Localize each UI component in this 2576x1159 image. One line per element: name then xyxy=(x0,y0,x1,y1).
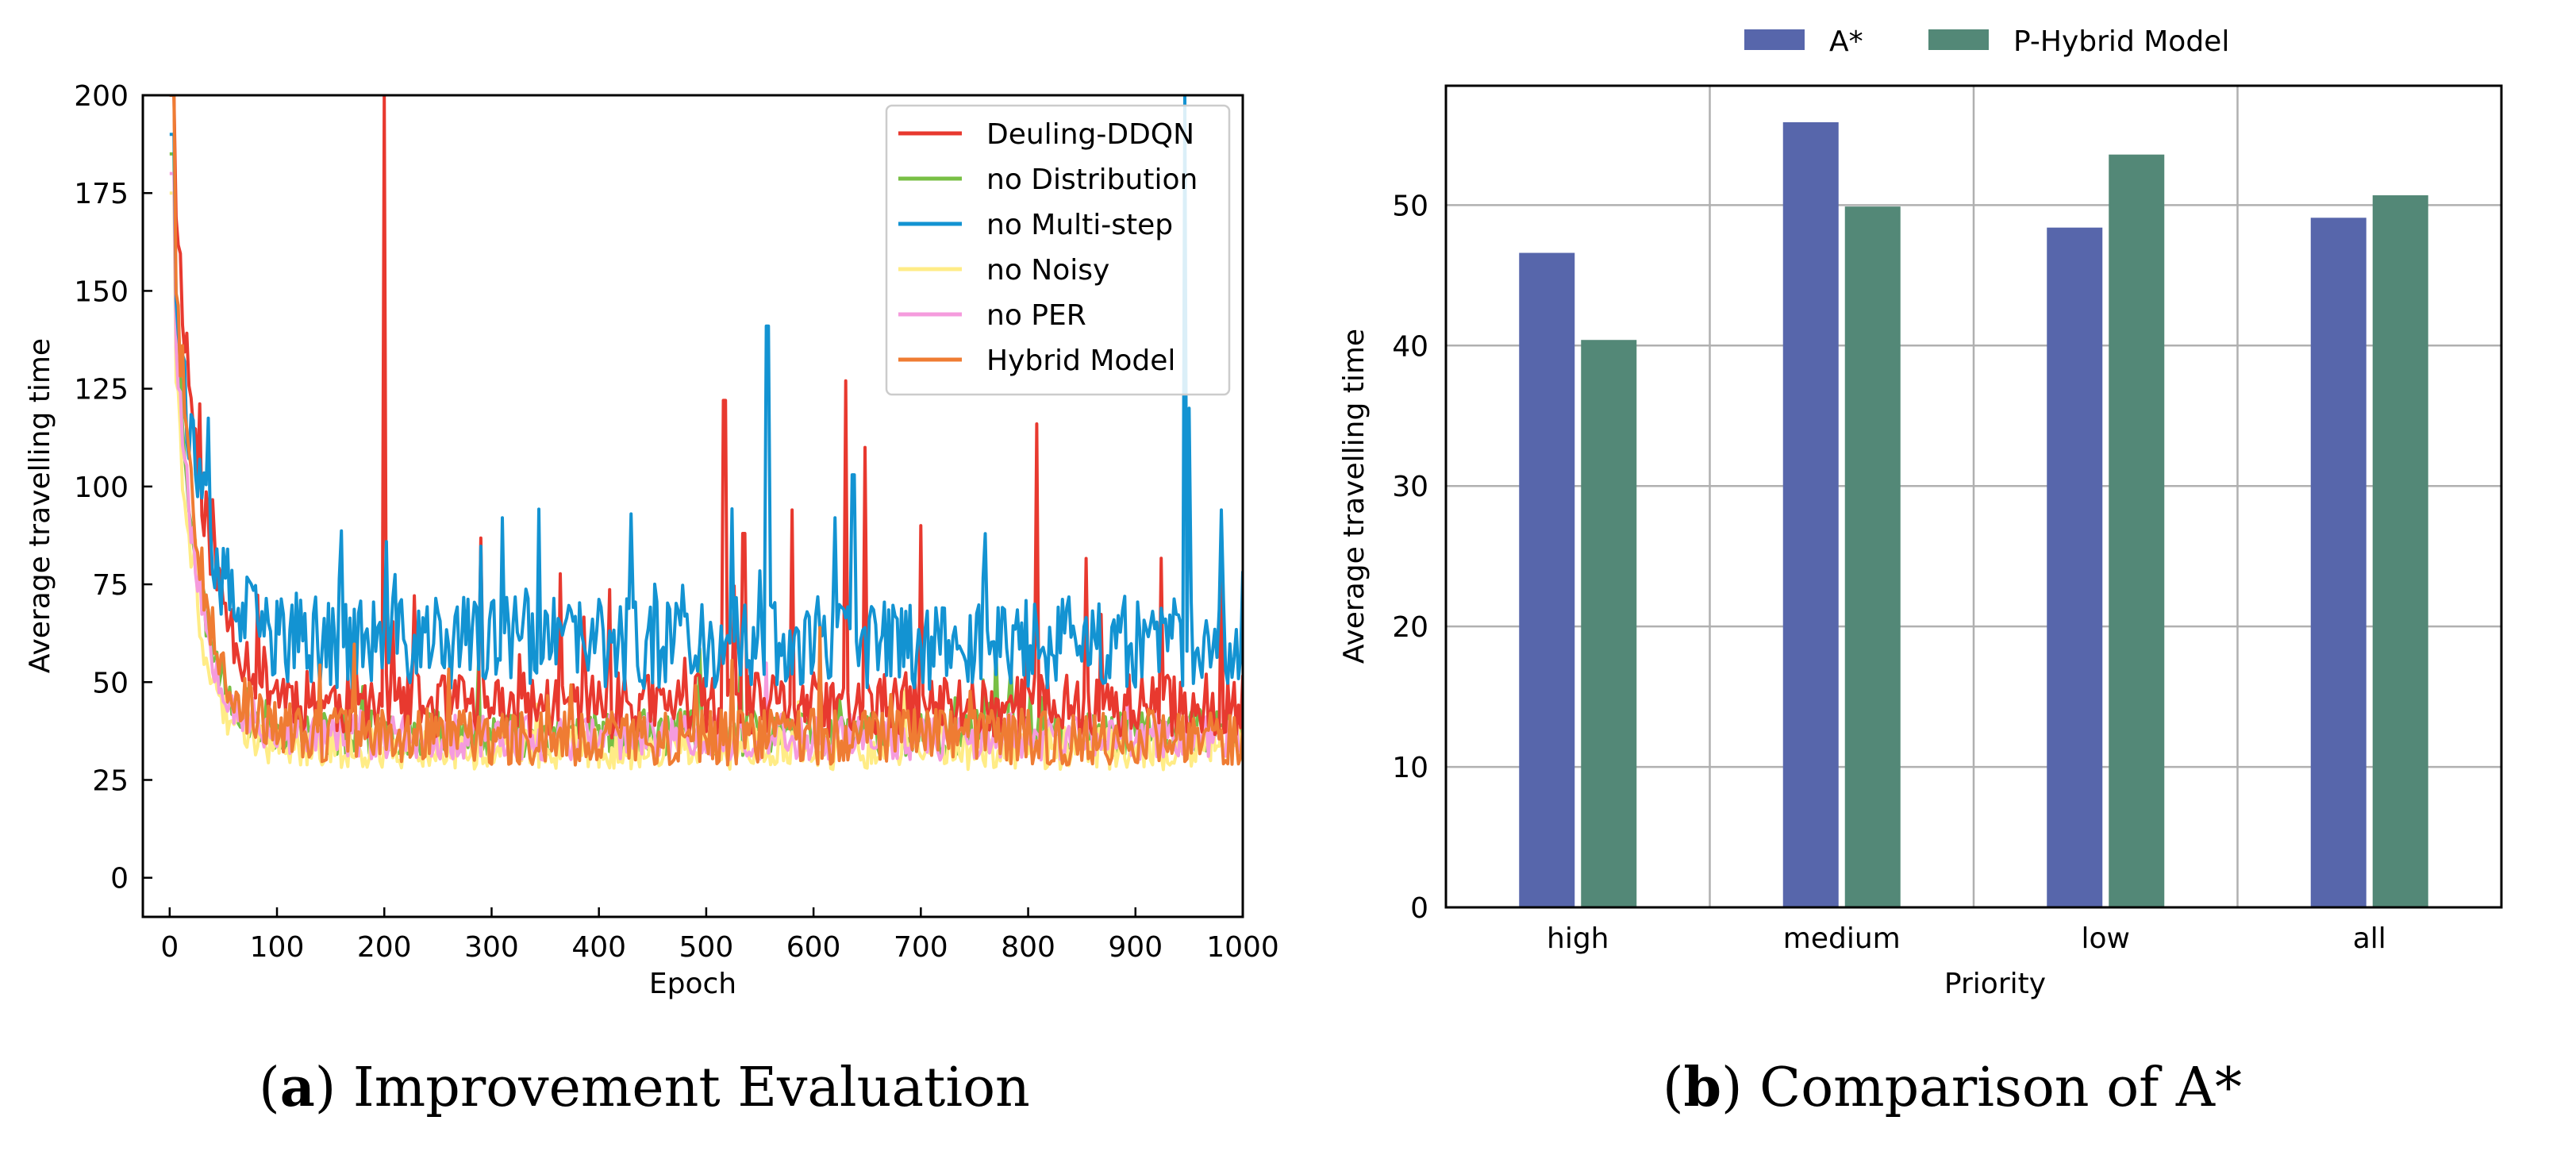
y-axis: 0 10 20 30 40 50 xyxy=(1392,190,1428,925)
x-tick-label: 100 xyxy=(250,931,305,964)
x-tick-label: all xyxy=(2353,922,2386,955)
y-tick-label: 125 xyxy=(74,374,129,406)
series-line-hybrid-model xyxy=(169,95,1243,767)
x-tick-label: 400 xyxy=(571,931,626,964)
y-tick-label: 0 xyxy=(1410,892,1428,925)
y-tick-label: 175 xyxy=(74,178,129,210)
y-tick-label: 25 xyxy=(92,765,129,798)
bar-chart-comparison: high medium low all 0 10 20 30 40 50 Priority Av… xyxy=(1338,25,2503,1000)
legend-label: Hybrid Model xyxy=(986,345,1175,377)
bar-group xyxy=(1519,122,2428,908)
caption-b: (b) Comparison of A* xyxy=(1663,1056,2242,1119)
y-tick-label: 20 xyxy=(1392,611,1428,644)
y-tick-label: 0 xyxy=(110,863,129,895)
line-chart-improvement-evaluation: 0 100 200 300 400 500 600 700 800 900 1000 0 25 50 75… xyxy=(24,80,1279,1000)
x-tick-label: 900 xyxy=(1108,931,1163,964)
legend-label: P-Hybrid Model xyxy=(2013,25,2229,58)
bar-p-hybrid-low xyxy=(2109,154,2165,907)
x-tick-label: 700 xyxy=(894,931,948,964)
y-tick-label: 50 xyxy=(92,667,129,699)
x-tick-label: 800 xyxy=(1001,931,1055,964)
y-tick-label: 200 xyxy=(74,80,129,113)
line-series-group xyxy=(169,95,1243,772)
x-tick-label: 500 xyxy=(679,931,734,964)
legend: A* P-Hybrid Model xyxy=(1744,25,2229,58)
y-axis-label: Average travelling time xyxy=(1338,329,1371,664)
caption-b-text: Comparison of A* xyxy=(1743,1057,2242,1119)
legend-label: A* xyxy=(1829,25,1863,58)
y-tick-label: 75 xyxy=(92,569,129,602)
y-tick-label: 100 xyxy=(74,472,129,504)
y-tick-label: 50 xyxy=(1392,190,1428,222)
x-tick-label: 600 xyxy=(786,931,841,964)
y-tick-label: 10 xyxy=(1392,752,1428,784)
legend-swatch xyxy=(1744,29,1805,50)
x-axis: high medium low all xyxy=(1547,922,2386,955)
legend-label: no Multi-step xyxy=(986,209,1173,241)
legend-label: no Distribution xyxy=(986,164,1198,196)
y-tick-label: 40 xyxy=(1392,330,1428,363)
legend-label: Deuling-DDQN xyxy=(986,118,1194,151)
y-tick-label: 30 xyxy=(1392,471,1428,503)
bar-a-star-high xyxy=(1519,252,1575,907)
legend-box xyxy=(885,104,1231,396)
caption-b-label: b xyxy=(1683,1056,1721,1119)
bar-p-hybrid-high xyxy=(1581,340,1637,907)
x-axis-label: Epoch xyxy=(649,968,736,1000)
x-axis: 0 100 200 300 400 500 600 700 800 900 1000 xyxy=(160,907,1279,964)
series-line-no-multi-step xyxy=(169,95,1243,691)
x-tick-label: 200 xyxy=(357,931,412,964)
legend-label: no PER xyxy=(986,299,1086,332)
bar-a-star-low xyxy=(2047,227,2103,907)
legend-swatch xyxy=(1928,29,1989,50)
x-tick-label: 0 xyxy=(160,931,179,964)
x-tick-label: high xyxy=(1547,922,1609,955)
x-tick-label: low xyxy=(2082,922,2130,955)
y-tick-label: 150 xyxy=(74,275,129,308)
series-line-deuling-ddqn xyxy=(169,95,1243,740)
x-tick-label: 1000 xyxy=(1206,931,1279,964)
caption-a-label: a xyxy=(280,1056,315,1119)
plot-frame xyxy=(141,94,1244,918)
x-axis-label: Priority xyxy=(1944,968,2046,1000)
x-tick-label: 300 xyxy=(464,931,519,964)
plot-frame xyxy=(1444,84,2503,909)
y-axis-label: Average travelling time xyxy=(24,338,56,673)
legend: Deuling-DDQN no Distribution no Multi-step… xyxy=(885,104,1231,396)
caption-a-text: Improvement Evaluation xyxy=(336,1057,1030,1119)
y-axis: 0 25 50 75 100 125 150 175 200 xyxy=(74,80,152,895)
legend-label: no Noisy xyxy=(986,254,1109,287)
bar-p-hybrid-medium xyxy=(1844,206,1901,908)
caption-a: (a) Improvement Evaluation xyxy=(259,1056,1030,1119)
bar-p-hybrid-all xyxy=(2372,195,2428,907)
bar-a-star-medium xyxy=(1782,122,1839,907)
x-tick-label: medium xyxy=(1783,922,1901,955)
bar-a-star-all xyxy=(2310,218,2366,907)
